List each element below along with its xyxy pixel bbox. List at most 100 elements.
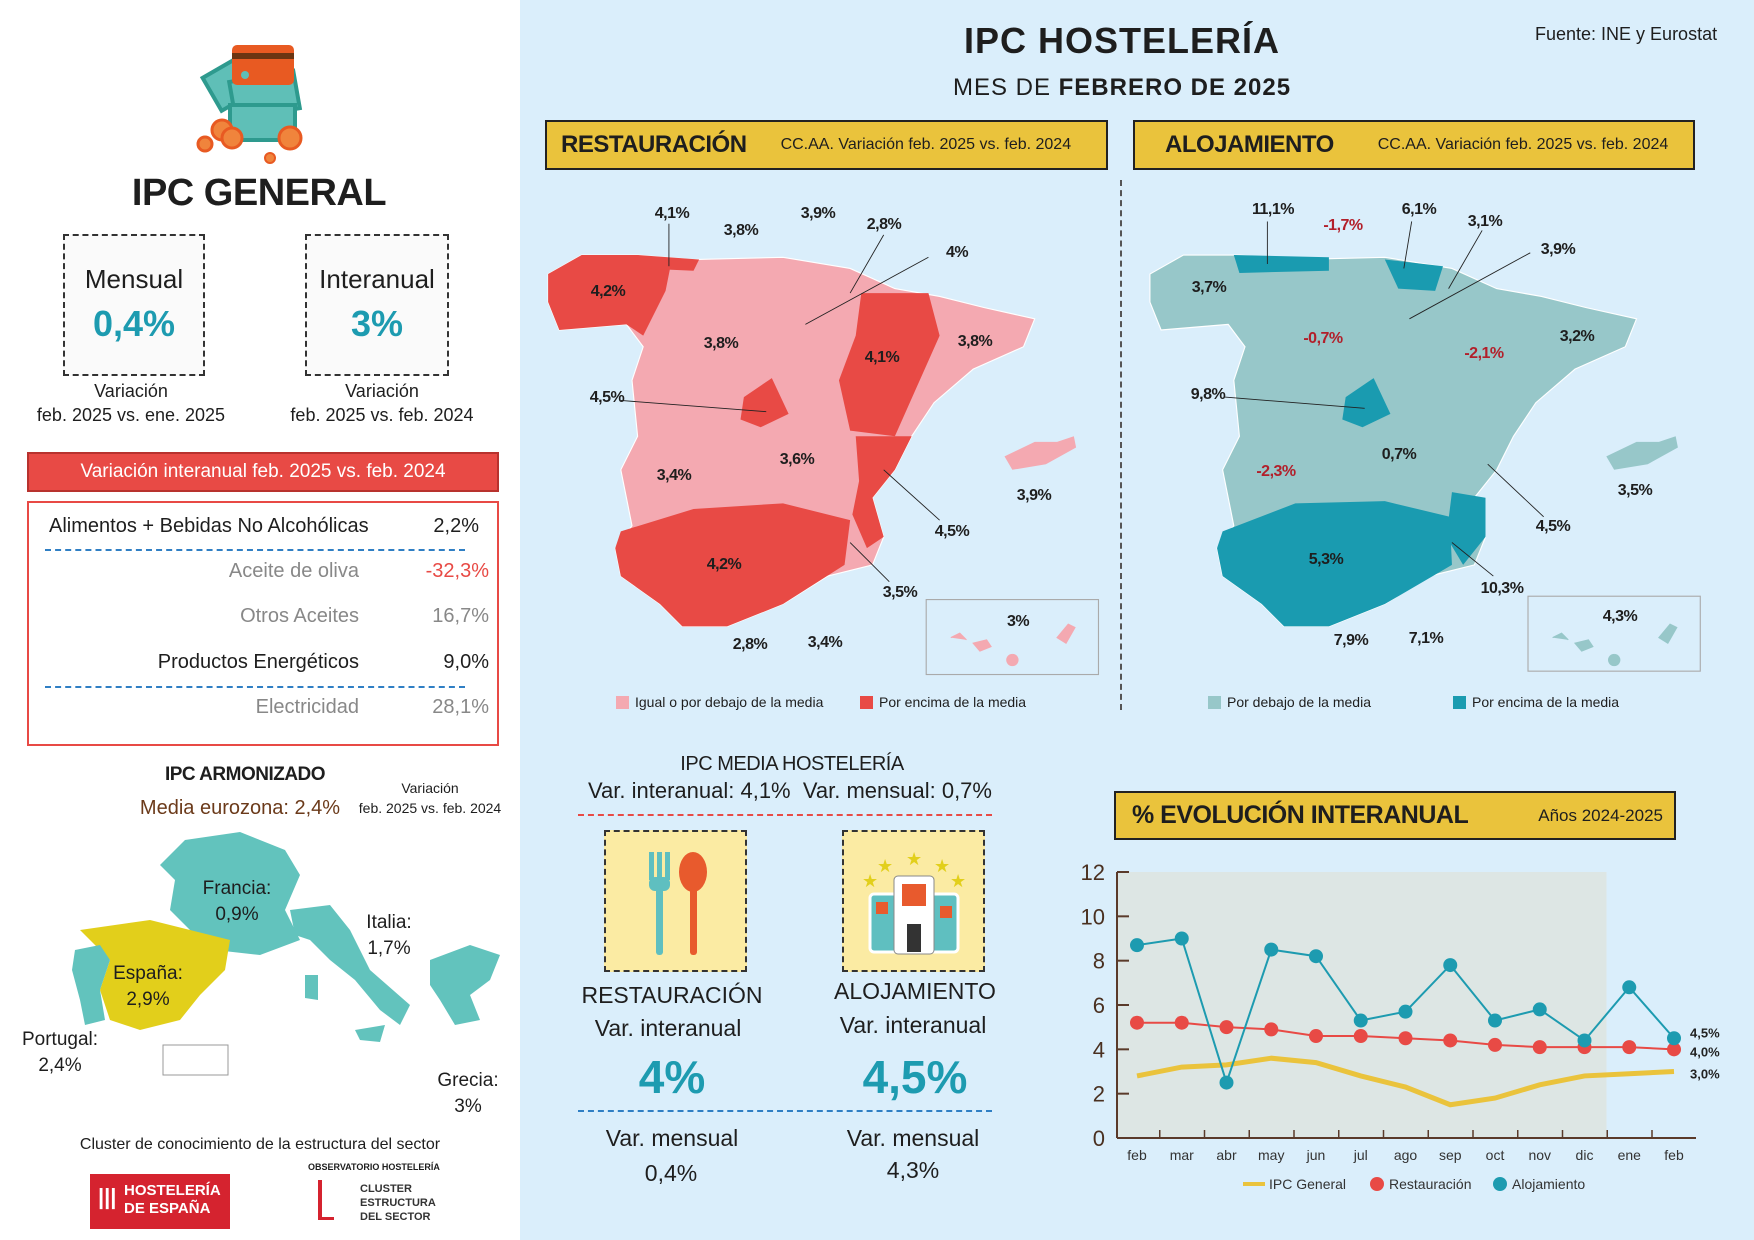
legend-below-average: Igual o por debajo de la media xyxy=(616,694,823,710)
portugal-shape xyxy=(72,945,110,1025)
hotel-icon: ★★ ★ ★★ xyxy=(862,849,966,955)
france-shape xyxy=(160,832,300,955)
monthly-card: Mensual 0,4% xyxy=(63,234,205,376)
chart-subtitle: Años 2024-2025 xyxy=(1538,805,1664,825)
divider xyxy=(45,686,465,688)
country-spain: España: 2,9% xyxy=(113,963,183,1010)
region-pais-vasco xyxy=(1384,259,1443,291)
map-label: 7,1% xyxy=(1408,630,1444,647)
map-label: 4% xyxy=(945,244,969,261)
map-label: 4,1% xyxy=(654,205,690,222)
legend-swatch xyxy=(1493,1177,1507,1191)
legend-swatch xyxy=(1370,1177,1384,1191)
map-label: 4,3% xyxy=(1602,608,1638,625)
legend-label: IPC General xyxy=(1269,1176,1346,1192)
data-point xyxy=(1622,980,1637,995)
data-point xyxy=(1488,1037,1502,1052)
alojamiento-annual-value: 4,5% xyxy=(862,1051,968,1103)
cluster-logo-icon xyxy=(318,1180,334,1220)
map-label: 3,5% xyxy=(1617,482,1653,499)
data-point xyxy=(1667,1042,1681,1057)
logo-bars-icon: ||| xyxy=(98,1184,117,1209)
alojamiento-map-header: ALOJAMIENTO CC.AA. Variación feb. 2025 vs… xyxy=(1133,120,1695,170)
map-label: 3,6% xyxy=(779,451,815,468)
restauracion-monthly-value: 0,4% xyxy=(644,1160,698,1186)
map-label: 5,3% xyxy=(1308,551,1344,568)
data-point xyxy=(1622,1040,1637,1055)
legend-above-average: Por encima de la media xyxy=(1453,694,1619,710)
region-madrid xyxy=(740,378,789,428)
x-tick-label: feb xyxy=(1127,1147,1147,1163)
annual-label: Interanual xyxy=(319,264,435,294)
data-point xyxy=(1398,1004,1413,1019)
y-tick-label: 6 xyxy=(1093,993,1105,1018)
map-label: 4,1% xyxy=(864,349,900,366)
alojamiento-monthly-label: Var. mensual xyxy=(846,1125,980,1151)
breakdown-row: Alimentos + Bebidas No Alcohólicas 2,2% xyxy=(49,515,479,538)
restauracion-map xyxy=(547,254,1100,676)
hotel-icon-box: ★ ★ ★ ★ ★ xyxy=(842,830,985,972)
chart-header: % EVOLUCIÓN INTERANUAL Años 2024-2025 xyxy=(1114,791,1676,840)
region-galicia xyxy=(548,255,672,336)
map-label: 0,7% xyxy=(1381,446,1417,463)
map-label: 3,9% xyxy=(800,205,836,222)
country-france: Francia: 0,9% xyxy=(202,878,272,925)
restauracion-map-header: RESTAURACIÓN CC.AA. Variación feb. 2025 v… xyxy=(545,120,1108,170)
annual-card: Interanual 3% xyxy=(305,234,449,376)
restaurant-icon-box xyxy=(604,830,747,972)
media-line: Var. interanual: 4,1% Var. mensual: 0,7% xyxy=(588,778,992,803)
region-cantabria-asturias xyxy=(1233,255,1329,273)
map-label: 3,9% xyxy=(1540,241,1576,258)
map-label: 9,8% xyxy=(1190,386,1226,403)
data-point xyxy=(1174,931,1189,946)
data-point xyxy=(1667,1031,1681,1046)
x-tick-label: nov xyxy=(1528,1147,1551,1163)
y-tick-label: 8 xyxy=(1093,949,1105,974)
chart-title: % EVOLUCIÓN INTERANUAL xyxy=(1132,801,1469,829)
region-aragon xyxy=(838,293,940,437)
europe-map xyxy=(72,832,500,1076)
data-point xyxy=(1488,1013,1502,1028)
region-murcia xyxy=(1446,492,1486,565)
data-point xyxy=(1219,1075,1234,1090)
map-label: 4,2% xyxy=(706,556,742,573)
data-point xyxy=(1353,1029,1368,1044)
restauracion-annual-label: Var. interanual xyxy=(594,1015,742,1041)
monthly-value: 0,4% xyxy=(92,303,176,344)
map-label: 3,8% xyxy=(723,222,759,239)
y-tick-label: 10 xyxy=(1081,904,1105,929)
alojamiento-title: ALOJAMIENTO xyxy=(834,978,996,1004)
x-tick-label: ene xyxy=(1618,1147,1642,1163)
data-point xyxy=(1577,1033,1592,1048)
map-label: 4,5% xyxy=(1535,518,1571,535)
svg-text:★: ★ xyxy=(934,856,950,876)
data-point xyxy=(1443,1033,1458,1048)
region-valencia xyxy=(852,436,912,549)
svg-text:★: ★ xyxy=(877,856,893,876)
row-value: -32,3% xyxy=(425,560,489,582)
region-asturias xyxy=(637,255,700,271)
map-label: 3,8% xyxy=(703,335,739,352)
series-line-ipc-general xyxy=(1136,1055,1675,1108)
data-point xyxy=(1264,1022,1279,1037)
canarias-inset xyxy=(925,599,1100,676)
cluster-logo: CLUSTER ESTRUCTURA DEL SECTOR xyxy=(360,1183,436,1223)
armonizado-variation-1: Variación xyxy=(401,780,459,796)
data-point xyxy=(1264,942,1279,957)
breakdown-row: Electricidad 28,1% xyxy=(59,696,489,719)
data-point xyxy=(1174,1015,1189,1030)
row-label: Aceite de oliva xyxy=(228,560,359,582)
map-label: 3,9% xyxy=(1016,487,1052,504)
y-tick-label: 4 xyxy=(1093,1037,1105,1062)
restauracion-title: RESTAURACIÓN xyxy=(581,982,763,1008)
divider xyxy=(45,549,465,551)
y-tick-label: 2 xyxy=(1093,1082,1105,1107)
map-label: -2,3% xyxy=(1256,463,1296,480)
map-label: 3,4% xyxy=(807,634,843,651)
armonizado-title: IPC ARMONIZADO xyxy=(164,764,326,785)
data-point xyxy=(1130,1015,1144,1030)
end-label: 3,0% xyxy=(1690,1067,1720,1082)
divider xyxy=(578,814,992,816)
x-tick-label: dic xyxy=(1576,1147,1594,1163)
